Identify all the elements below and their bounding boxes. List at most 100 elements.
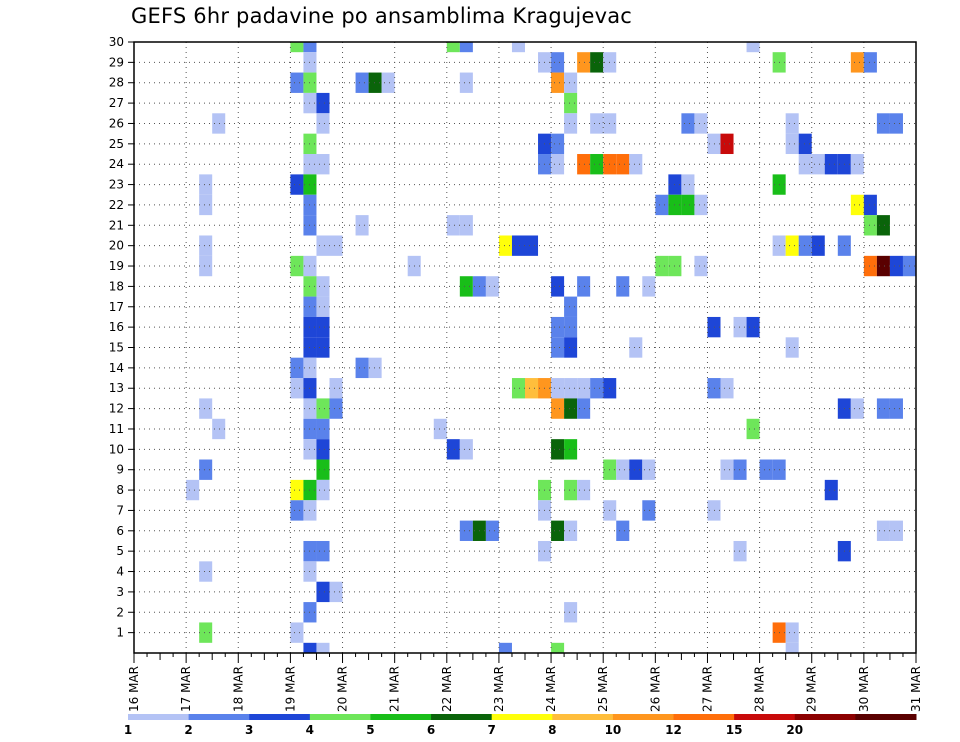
x-axis: 16 MAR 17 MAR 18 MAR 19 MAR 20 MAR 21 MAR 22 M…: [127, 653, 923, 712]
heatmap-cell: [316, 113, 330, 134]
colorbar-swatch: [673, 714, 735, 720]
heatmap-cell: [551, 398, 565, 419]
heatmap-cell: [577, 276, 591, 297]
heatmap-cell: [707, 133, 721, 155]
heatmap-cell: [316, 642, 330, 653]
heatmap-cell: [316, 581, 330, 603]
x-tick-label: 21 MAR: [388, 666, 402, 712]
colorbar-swatch: [552, 714, 614, 720]
heatmap-cell: [590, 378, 604, 399]
heatmap-cell: [590, 154, 604, 175]
heatmap-cell: [577, 398, 591, 419]
heatmap-cell: [381, 72, 395, 93]
heatmap-cell: [681, 194, 695, 216]
heatmap-cell: [707, 378, 721, 399]
y-tick-label: 19: [109, 259, 124, 273]
x-tick-label: 24 MAR: [544, 666, 558, 712]
heatmap-cell: [564, 316, 578, 338]
heatmap-cell: [733, 316, 747, 338]
heatmap-cell: [199, 174, 213, 195]
colorbar-swatch: [612, 714, 675, 720]
heatmap-cell: [199, 255, 213, 277]
heatmap-cell: [616, 459, 630, 480]
heatmap-cell: [850, 52, 864, 73]
heatmap-cell: [577, 52, 591, 73]
heatmap-cell: [694, 194, 708, 216]
heatmap-cell: [694, 255, 708, 277]
x-tick-label: 20 MAR: [336, 666, 350, 712]
heatmap-cell: [629, 459, 643, 480]
heatmap-cell: [733, 459, 747, 480]
heatmap-cell: [785, 133, 799, 155]
heatmap-cell: [746, 418, 760, 440]
heatmap-cell: [551, 276, 565, 297]
y-tick-label: 24: [109, 157, 124, 171]
heatmap-cell: [577, 378, 591, 399]
heatmap-cell: [564, 479, 578, 501]
heatmap-cell: [720, 459, 734, 480]
colorbar-swatch: [855, 714, 917, 720]
colorbar-swatch: [188, 714, 250, 720]
heatmap-cell: [446, 42, 460, 53]
heatmap-cell: [850, 194, 864, 216]
heatmap-cell: [720, 378, 734, 399]
heatmap-cell: [785, 622, 799, 643]
x-tick-label: 31 MAR: [909, 666, 923, 712]
heatmap-cell: [746, 316, 760, 338]
heatmap-cell: [433, 418, 447, 440]
heatmap-cell: [290, 479, 304, 501]
heatmap-cell: [186, 479, 200, 501]
heatmap-cell: [199, 194, 213, 216]
heatmap-cell: [290, 500, 304, 521]
y-tick-label: 22: [109, 198, 124, 212]
heatmap-cell: [551, 154, 565, 175]
heatmap-cell: [707, 316, 721, 338]
heatmap-cell: [811, 154, 825, 175]
heatmap-cell: [316, 92, 330, 114]
y-tick-label: 30: [109, 35, 124, 49]
y-tick-label: 21: [109, 218, 124, 232]
heatmap-cell: [485, 276, 499, 297]
heatmap-cell: [564, 296, 578, 317]
colorbar-label: 10: [605, 723, 622, 737]
heatmap-cell: [681, 113, 695, 134]
y-tick-label: 28: [109, 76, 124, 90]
heatmap-cell: [511, 42, 525, 53]
x-tick-label: 29 MAR: [805, 666, 819, 712]
colorbar-label: 1: [124, 723, 132, 737]
heatmap-cell: [498, 642, 512, 653]
y-tick-label: 6: [116, 524, 124, 538]
heatmap-cell: [811, 235, 825, 256]
heatmap-cell: [199, 561, 213, 582]
heatmap-cell: [459, 42, 473, 53]
heatmap-cell: [459, 520, 473, 541]
heatmap-cell: [720, 133, 734, 155]
heatmap-cell: [863, 194, 877, 216]
x-tick-label: 22 MAR: [440, 666, 454, 712]
heatmap-cell: [733, 540, 747, 562]
heatmap-cell: [446, 439, 460, 460]
colorbar-swatch: [734, 714, 796, 720]
heatmap-cell: [551, 72, 565, 93]
heatmap-cell: [590, 113, 604, 134]
heatmap-cell: [551, 133, 565, 155]
heatmap-cell: [876, 113, 890, 134]
heatmap-cell: [316, 439, 330, 460]
y-tick-label: 29: [109, 55, 124, 69]
y-tick-label: 13: [109, 381, 124, 395]
heatmap-cell: [355, 72, 369, 93]
colorbar-label: 8: [548, 723, 556, 737]
heatmap-cell: [316, 296, 330, 317]
heatmap-cell: [329, 235, 343, 256]
heatmap-cell: [316, 479, 330, 501]
x-tick-label: 23 MAR: [492, 666, 506, 712]
heatmap-cell: [616, 276, 630, 297]
y-tick-label: 3: [116, 585, 124, 599]
heatmap-cell: [316, 459, 330, 480]
y-tick-label: 10: [109, 442, 124, 456]
colorbar-label: 3: [245, 723, 253, 737]
y-axis: 1234567891011121314151617181920212223242…: [109, 35, 134, 640]
heatmap-cell: [329, 378, 343, 399]
heatmap-cell: [564, 439, 578, 460]
